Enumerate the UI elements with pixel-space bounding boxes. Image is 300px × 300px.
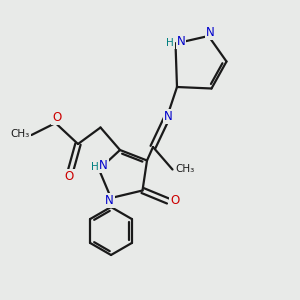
Text: H: H — [91, 162, 98, 172]
Text: H: H — [166, 38, 174, 49]
Text: O: O — [64, 170, 74, 183]
Text: N: N — [206, 26, 214, 40]
Text: O: O — [170, 194, 179, 208]
Text: N: N — [105, 194, 114, 207]
Text: CH₃: CH₃ — [176, 164, 195, 174]
Text: O: O — [52, 111, 62, 124]
Text: N: N — [99, 159, 108, 172]
Text: CH₃: CH₃ — [11, 129, 30, 140]
Text: N: N — [164, 110, 172, 123]
Text: N: N — [176, 34, 185, 48]
